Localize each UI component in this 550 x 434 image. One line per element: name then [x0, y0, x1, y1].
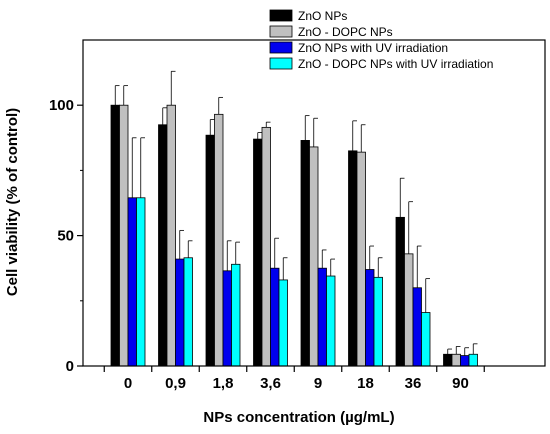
bar	[468, 353, 478, 367]
legend-swatch	[269, 57, 293, 70]
bar	[136, 197, 146, 367]
x-tick-label: 0	[124, 375, 132, 392]
bar	[278, 279, 288, 367]
legend-label: ZnO - DOPC NPs with UV irradiation	[298, 57, 493, 71]
bar	[317, 267, 327, 367]
x-tick-label: 0,9	[165, 375, 186, 392]
bar	[326, 275, 336, 367]
legend-swatch	[269, 25, 293, 38]
bar	[309, 146, 319, 367]
y-tick-label: 50	[57, 228, 74, 245]
bars-layer	[110, 70, 478, 367]
bar	[222, 270, 232, 367]
bar	[373, 276, 383, 367]
y-axis-title: Cell viability (% of control)	[4, 108, 21, 296]
bar	[300, 140, 310, 367]
bar	[412, 287, 422, 367]
x-tick-label: 1,8	[213, 375, 234, 392]
bar	[119, 104, 129, 367]
x-tick-label: 18	[357, 375, 374, 392]
bar	[231, 263, 241, 367]
bar	[110, 104, 120, 367]
bar	[270, 267, 280, 367]
legend-label: ZnO - DOPC NPs	[298, 25, 393, 39]
x-tick-label: 36	[405, 375, 422, 392]
bar	[356, 151, 366, 367]
bar	[127, 197, 137, 367]
axes-layer: 0 50 100 0 0,9 1,8 3,6 9 18 36 90	[49, 39, 546, 392]
y-tick-label: 100	[49, 97, 74, 114]
x-tick-label: 90	[452, 375, 469, 392]
bar	[460, 355, 470, 367]
y-tick-label: 0	[66, 358, 74, 375]
bar	[205, 134, 215, 367]
legend: ZnO NPs ZnO - DOPC NPs ZnO NPs with UV irr…	[269, 9, 493, 71]
bar	[443, 353, 453, 367]
legend-label: ZnO NPs	[298, 9, 347, 23]
bar	[166, 104, 176, 367]
legend-swatch	[269, 41, 293, 54]
x-tick-label: 9	[314, 375, 322, 392]
x-tick-label: 3,6	[260, 375, 281, 392]
bar	[261, 126, 271, 367]
bar	[404, 253, 414, 367]
bar	[421, 312, 431, 367]
bar	[183, 257, 193, 367]
bar	[348, 150, 358, 367]
bar	[214, 113, 224, 367]
legend-swatch	[269, 9, 293, 22]
x-axis-title: NPs concentration (µg/mL)	[203, 409, 394, 426]
bar	[365, 269, 375, 367]
bar	[175, 258, 185, 367]
legend-label: ZnO NPs with UV irradiation	[298, 41, 448, 55]
bar	[451, 353, 461, 367]
bar	[158, 124, 168, 367]
bar	[395, 216, 405, 367]
bar	[253, 138, 263, 367]
plot-frame	[82, 39, 546, 367]
